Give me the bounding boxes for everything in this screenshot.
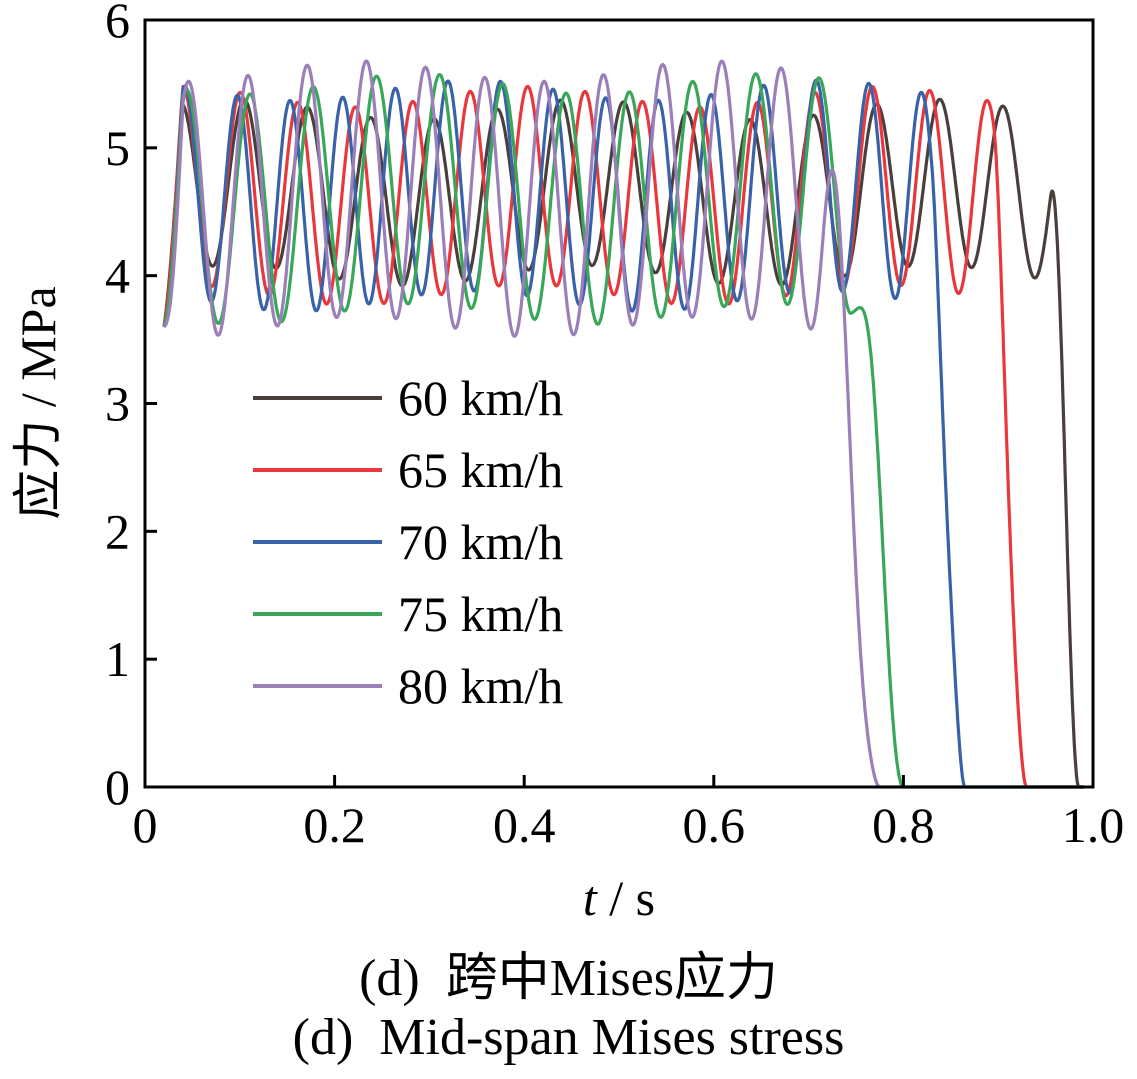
legend: 60 km/h 65 km/h 70 km/h 75 km/h 80 km/h bbox=[253, 370, 563, 714]
legend-label-2: 65 km/h bbox=[398, 442, 563, 498]
legend-label-5: 80 km/h bbox=[398, 658, 563, 714]
y-tick-label: 4 bbox=[105, 248, 130, 304]
y-tick-label: 0 bbox=[105, 759, 130, 815]
x-tick-label: 0.8 bbox=[872, 797, 935, 853]
legend-label-4: 75 km/h bbox=[398, 586, 563, 642]
x-axis-unit: / s bbox=[597, 870, 655, 926]
x-tick-label: 0.6 bbox=[683, 797, 746, 853]
y-tick-label: 1 bbox=[105, 631, 130, 687]
stress-chart: 0 0.2 0.4 0.6 0.8 1.0 0 1 2 3 4 5 6 60 km/h 65 km/h 70… bbox=[10, 0, 1124, 926]
caption-chinese: (d) 跨中Mises应力 bbox=[359, 950, 778, 1007]
y-tick-label: 5 bbox=[105, 120, 130, 176]
y-tick-label: 6 bbox=[105, 0, 130, 48]
y-tick-label: 2 bbox=[105, 503, 130, 559]
x-tick-label: 0.4 bbox=[493, 797, 556, 853]
x-tick-label: 0 bbox=[133, 797, 158, 853]
legend-label-3: 70 km/h bbox=[398, 514, 563, 570]
x-axis-title: t / s bbox=[583, 870, 655, 926]
y-tick-label: 3 bbox=[105, 376, 130, 432]
series-layer bbox=[162, 59, 1085, 789]
y-axis-title: 应力 / MPa bbox=[10, 286, 66, 519]
series-line-2 bbox=[162, 84, 1085, 789]
series-line-3 bbox=[162, 78, 1085, 789]
x-tick-label: 1.0 bbox=[1062, 797, 1125, 853]
x-axis-var: t bbox=[583, 870, 598, 926]
caption-english: (d) Mid-span Mises stress bbox=[292, 1009, 845, 1066]
x-tick-label: 0.2 bbox=[303, 797, 366, 853]
legend-label-1: 60 km/h bbox=[398, 370, 563, 426]
ticks-layer: 0 0.2 0.4 0.6 0.8 1.0 0 1 2 3 4 5 6 bbox=[105, 0, 1124, 853]
